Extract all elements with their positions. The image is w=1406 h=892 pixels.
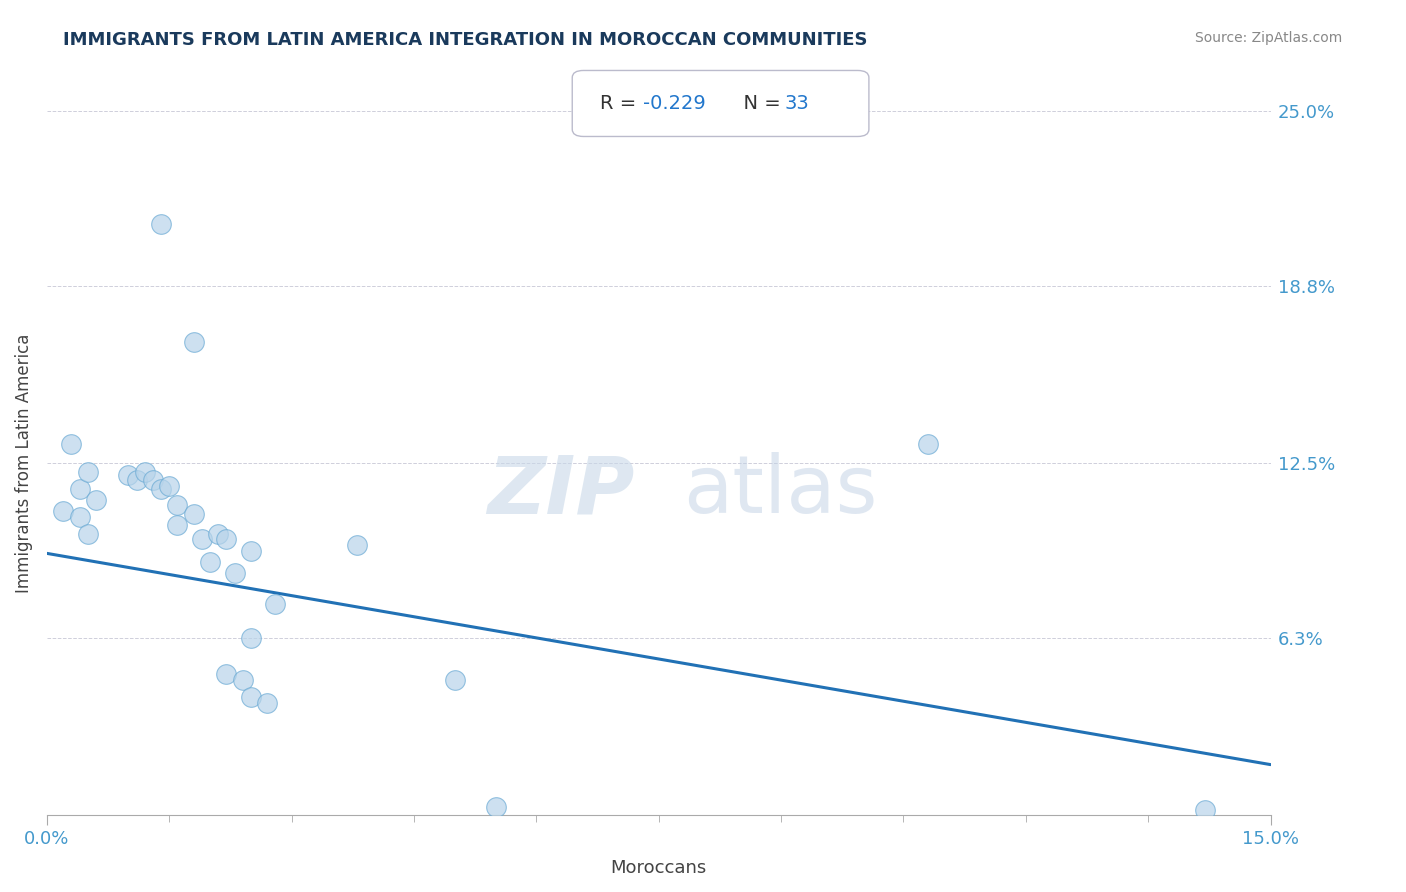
Point bbox=[134, 465, 156, 479]
Point bbox=[76, 526, 98, 541]
Point bbox=[69, 482, 91, 496]
Point bbox=[239, 690, 262, 704]
Y-axis label: Immigrants from Latin America: Immigrants from Latin America bbox=[15, 334, 32, 593]
Point bbox=[166, 499, 188, 513]
Text: Source: ZipAtlas.com: Source: ZipAtlas.com bbox=[1195, 31, 1343, 45]
Point bbox=[117, 467, 139, 482]
Point bbox=[166, 518, 188, 533]
Point bbox=[264, 597, 287, 611]
Text: N =: N = bbox=[731, 94, 787, 113]
Point bbox=[232, 673, 254, 687]
Point bbox=[76, 465, 98, 479]
Point bbox=[191, 533, 214, 547]
Point bbox=[917, 436, 939, 450]
Text: ZIP: ZIP bbox=[486, 452, 634, 531]
Point bbox=[150, 217, 173, 231]
Point bbox=[84, 492, 107, 507]
Point bbox=[183, 507, 205, 521]
Point bbox=[239, 543, 262, 558]
X-axis label: Moroccans: Moroccans bbox=[610, 859, 707, 877]
Point bbox=[198, 555, 221, 569]
Point bbox=[157, 479, 180, 493]
Point bbox=[69, 509, 91, 524]
Text: 33: 33 bbox=[785, 94, 810, 113]
Text: IMMIGRANTS FROM LATIN AMERICA INTEGRATION IN MOROCCAN COMMUNITIES: IMMIGRANTS FROM LATIN AMERICA INTEGRATIO… bbox=[63, 31, 868, 49]
Point bbox=[346, 538, 368, 552]
Point bbox=[443, 673, 465, 687]
Point bbox=[142, 473, 165, 487]
Point bbox=[60, 436, 83, 450]
Point bbox=[125, 473, 148, 487]
Point bbox=[239, 631, 262, 645]
Point bbox=[215, 533, 238, 547]
Text: -0.229: -0.229 bbox=[643, 94, 706, 113]
Point bbox=[256, 696, 278, 710]
Point bbox=[484, 800, 506, 814]
Point bbox=[150, 482, 173, 496]
Text: R =: R = bbox=[600, 94, 643, 113]
Point bbox=[207, 526, 229, 541]
Point bbox=[215, 667, 238, 681]
Point bbox=[52, 504, 75, 518]
Text: atlas: atlas bbox=[683, 452, 877, 531]
Point bbox=[183, 335, 205, 350]
Point bbox=[1194, 803, 1216, 817]
Point bbox=[224, 566, 246, 580]
